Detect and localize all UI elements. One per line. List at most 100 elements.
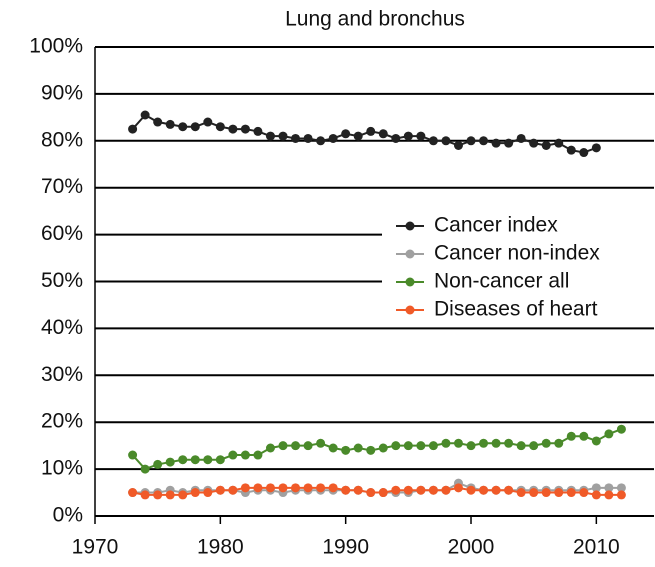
data-point xyxy=(215,485,225,495)
data-point xyxy=(165,119,175,129)
legend-marker xyxy=(405,249,415,259)
data-point xyxy=(291,441,301,451)
data-point xyxy=(428,136,438,146)
data-point xyxy=(391,485,401,495)
y-tick-label: 50% xyxy=(41,269,83,292)
data-point xyxy=(353,443,363,453)
data-point xyxy=(591,143,601,153)
data-point xyxy=(165,490,175,500)
data-point xyxy=(228,450,238,460)
data-point xyxy=(579,488,589,498)
data-point xyxy=(128,124,138,134)
data-point xyxy=(554,488,564,498)
data-point xyxy=(316,483,326,493)
data-point xyxy=(504,438,514,448)
data-point xyxy=(529,488,539,498)
data-point xyxy=(591,436,601,446)
data-point xyxy=(403,441,413,451)
y-tick-label: 100% xyxy=(29,35,83,58)
data-point xyxy=(328,483,338,493)
y-tick-label: 90% xyxy=(41,81,83,104)
data-point xyxy=(328,443,338,453)
x-tick-label: 1970 xyxy=(72,536,119,559)
data-point xyxy=(178,122,188,132)
data-point xyxy=(128,488,138,498)
data-point xyxy=(178,490,188,500)
data-point xyxy=(453,483,463,493)
data-point xyxy=(378,443,388,453)
data-point xyxy=(516,133,526,143)
data-point xyxy=(441,438,451,448)
data-point xyxy=(529,138,539,148)
y-tick-label: 10% xyxy=(41,457,83,480)
y-tick-label: 20% xyxy=(41,410,83,433)
data-point xyxy=(579,431,589,441)
data-point xyxy=(504,485,514,495)
data-point xyxy=(303,441,313,451)
data-point xyxy=(416,485,426,495)
data-point xyxy=(479,136,489,146)
data-point xyxy=(353,485,363,495)
data-point xyxy=(341,129,351,139)
data-point xyxy=(579,148,589,158)
data-point xyxy=(616,483,626,493)
data-point xyxy=(516,441,526,451)
data-point xyxy=(466,441,476,451)
data-point xyxy=(479,485,489,495)
data-point xyxy=(265,483,275,493)
data-point xyxy=(566,145,576,155)
data-point xyxy=(479,438,489,448)
legend-marker xyxy=(405,305,415,315)
data-point xyxy=(153,490,163,500)
data-point xyxy=(554,138,564,148)
data-point xyxy=(391,133,401,143)
data-point xyxy=(178,455,188,465)
data-point xyxy=(366,488,376,498)
data-point xyxy=(591,490,601,500)
data-point xyxy=(403,131,413,141)
data-point xyxy=(203,488,213,498)
data-point xyxy=(466,136,476,146)
data-point xyxy=(153,117,163,127)
data-point xyxy=(128,450,138,460)
legend-label: Cancer non-index xyxy=(434,242,600,265)
data-point xyxy=(403,485,413,495)
data-point xyxy=(140,110,150,120)
data-point xyxy=(140,490,150,500)
data-point xyxy=(253,483,263,493)
data-point xyxy=(378,129,388,139)
series-line xyxy=(131,428,622,471)
data-point xyxy=(441,136,451,146)
legend-label: Diseases of heart xyxy=(434,298,598,321)
data-point xyxy=(428,485,438,495)
data-point xyxy=(554,438,564,448)
data-point xyxy=(341,445,351,455)
data-point xyxy=(303,483,313,493)
data-point xyxy=(566,488,576,498)
data-point xyxy=(416,441,426,451)
y-tick-label: 30% xyxy=(41,363,83,386)
data-point xyxy=(303,133,313,143)
data-point xyxy=(240,450,250,460)
data-point xyxy=(316,136,326,146)
data-point xyxy=(203,117,213,127)
data-point xyxy=(240,483,250,493)
data-point xyxy=(441,485,451,495)
data-point xyxy=(529,441,539,451)
data-point xyxy=(453,140,463,150)
data-point xyxy=(541,488,551,498)
data-point xyxy=(190,455,200,465)
y-tick-label: 40% xyxy=(41,316,83,339)
data-point xyxy=(491,138,501,148)
data-point xyxy=(265,131,275,141)
data-point xyxy=(165,457,175,467)
y-tick-label: 70% xyxy=(41,175,83,198)
legend-label: Cancer index xyxy=(434,214,558,237)
data-point xyxy=(491,438,501,448)
legend-label: Non-cancer all xyxy=(434,270,569,293)
x-tick-label: 2010 xyxy=(573,536,620,559)
data-point xyxy=(366,445,376,455)
data-point xyxy=(278,483,288,493)
series-line xyxy=(131,113,597,154)
